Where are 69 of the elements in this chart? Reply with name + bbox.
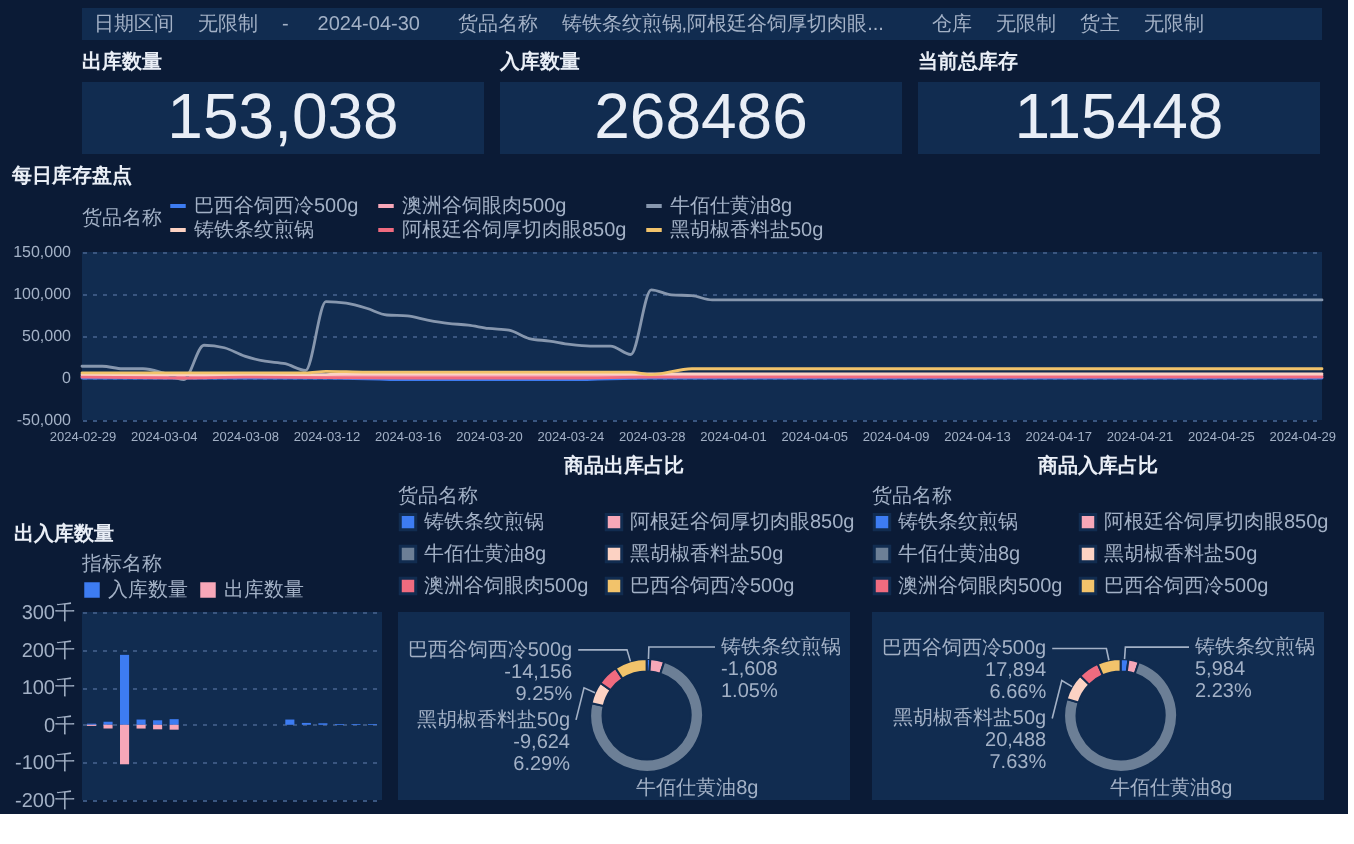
text: 当前总库存 bbox=[918, 50, 1018, 74]
y-tick-label: 100千 bbox=[21, 676, 75, 701]
legend-label: 巴西谷饲西冷500g bbox=[1104, 574, 1269, 598]
text: 牛佰仕黄油8g bbox=[636, 775, 759, 800]
legend-label: 巴西谷饲西冷500g bbox=[630, 574, 795, 598]
chart-title: 商品入库占比 bbox=[1036, 454, 1158, 478]
text: 2024-04-30 bbox=[317, 14, 421, 36]
y-tick-label: 50,000 bbox=[22, 327, 73, 345]
text: 货主 bbox=[1080, 12, 1120, 36]
text: 入库数量 bbox=[498, 50, 580, 74]
legend-label: 牛佰仕黄油8g bbox=[898, 542, 1021, 566]
text: 153,038 bbox=[167, 80, 399, 152]
legend-label: 铸铁条纹煎锅 bbox=[192, 218, 314, 242]
legend-title: 指标名称 bbox=[80, 552, 162, 576]
slice-label: 铸铁条纹煎锅 bbox=[1193, 635, 1315, 660]
legend-label: 黑胡椒香料盐50g bbox=[1104, 542, 1258, 566]
chart-title: 每日库存盘点 bbox=[10, 164, 133, 188]
legend-label: 入库数量 bbox=[108, 578, 188, 602]
text: 日期区间 bbox=[94, 12, 174, 36]
text: 仓库 bbox=[932, 12, 972, 36]
legend-label: 澳洲谷饲眼肉500g bbox=[898, 574, 1063, 598]
data-label: -1,608 1.05% bbox=[721, 659, 779, 704]
legend-label: 牛佰仕黄油8g bbox=[424, 542, 547, 566]
y-tick-label: 300千 bbox=[21, 601, 75, 625]
text: 无限制 bbox=[996, 12, 1056, 36]
y-tick-label: 100,000 bbox=[13, 285, 73, 303]
slice-label: 巴西谷饲西冷500g bbox=[407, 637, 573, 662]
y-tick-label: 150,000 bbox=[13, 243, 73, 261]
legend-label: 黑胡椒香料盐50g bbox=[630, 542, 784, 566]
text: 铸铁条纹煎锅,阿根廷谷饲厚切肉眼... bbox=[559, 12, 884, 36]
chart-title: 商品出库占比 bbox=[562, 454, 684, 478]
y-tick-label: 200千 bbox=[21, 638, 75, 663]
legend-title: 货品名称 bbox=[398, 484, 478, 508]
legend-label: 澳洲谷饲眼肉500g bbox=[402, 194, 567, 218]
text: 牛佰仕黄油8g bbox=[1110, 775, 1233, 800]
legend-label: 阿根廷谷饲厚切肉眼850g bbox=[1104, 510, 1329, 535]
legend-label: 出库数量 bbox=[224, 578, 304, 602]
text: 268486 bbox=[594, 80, 808, 152]
y-tick-label: -100千 bbox=[14, 751, 75, 776]
legend-label: 澳洲谷饲眼肉500g bbox=[424, 574, 589, 598]
y-tick-label: -50,000 bbox=[16, 411, 73, 429]
legend-label: 牛佰仕黄油8g bbox=[670, 194, 793, 218]
text: 无限制 bbox=[198, 12, 258, 36]
slice-label: 铸铁条纹煎锅 bbox=[719, 635, 841, 660]
slice-label: 巴西谷饲西冷500g bbox=[881, 636, 1047, 661]
y-tick-label: -200千 bbox=[14, 789, 75, 813]
legend-title: 货品名称 bbox=[872, 484, 952, 508]
legend-title: 货品名称 bbox=[82, 206, 162, 230]
data-label: -14,156 9.25% bbox=[504, 661, 574, 706]
data-label: -9,624 6.29% bbox=[513, 731, 571, 776]
slice-label: 黑胡椒香料盐50g bbox=[416, 707, 571, 732]
legend-label: 阿根廷谷饲厚切肉眼850g bbox=[402, 218, 627, 242]
text: - bbox=[282, 14, 289, 36]
slice-label: 黑胡椒香料盐50g bbox=[892, 706, 1047, 731]
text: 无限制 bbox=[1144, 12, 1204, 36]
text: 出库数量 bbox=[82, 50, 162, 74]
data-label: 5,984 2.23% bbox=[1195, 659, 1252, 704]
text: 货品名称 bbox=[457, 12, 538, 36]
data-label: 17,894 6.66% bbox=[985, 660, 1048, 705]
legend-label: 阿根廷谷饲厚切肉眼850g bbox=[630, 510, 855, 535]
y-tick-label: 0千 bbox=[43, 713, 75, 738]
legend-label: 巴西谷饲西冷500g bbox=[194, 194, 359, 218]
data-label: 20,488 7.63% bbox=[985, 730, 1048, 775]
y-tick-label: 0 bbox=[62, 369, 73, 387]
legend-label: 铸铁条纹煎锅 bbox=[422, 510, 544, 535]
legend-label: 铸铁条纹煎锅 bbox=[896, 510, 1018, 535]
text: 115448 bbox=[1014, 80, 1224, 152]
legend-label: 黑胡椒香料盐50g bbox=[670, 218, 824, 242]
chart-title: 出入库数量 bbox=[13, 522, 114, 546]
